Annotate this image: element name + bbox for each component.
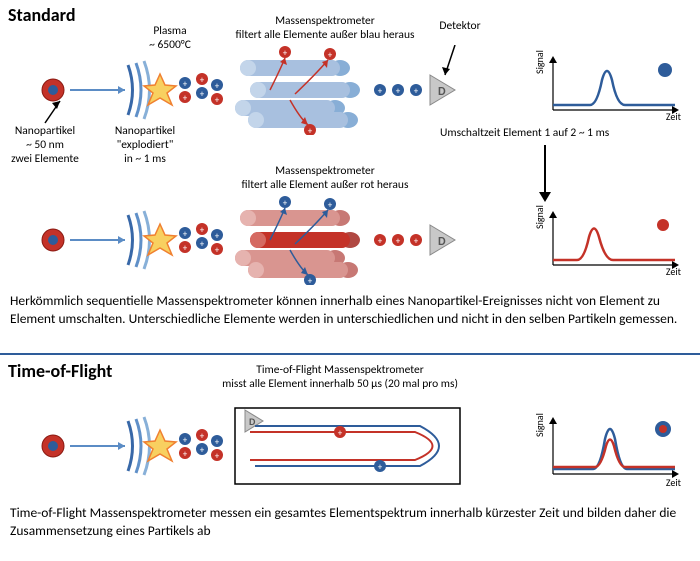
standard-caption: Herkömmlich sequentielle Massenspektrome…	[10, 292, 690, 327]
svg-text:+: +	[328, 200, 333, 211]
chart-red: Signal Zeit	[535, 205, 685, 280]
svg-text:+: +	[378, 236, 383, 247]
detector-label: Detektor	[430, 20, 490, 34]
chart-blue: Signal Zeit	[535, 50, 685, 125]
chart-tof: Signal Zeit	[535, 411, 685, 491]
divider	[0, 353, 700, 355]
filter-red-label: Massenspektrometer filtert alle Element …	[220, 165, 430, 193]
svg-text:+: +	[215, 231, 220, 242]
svg-text:+: +	[200, 89, 205, 100]
standard-row-blue: + + + + + + + + + + + + D	[20, 45, 550, 135]
svg-text:+: +	[215, 437, 220, 448]
filter-blue-label: Massenspektrometer filtert alle Elemente…	[215, 15, 435, 43]
svg-text:+: +	[338, 428, 343, 439]
svg-text:+: +	[183, 79, 188, 90]
svg-text:+: +	[183, 449, 188, 460]
svg-text:+: +	[215, 245, 220, 256]
svg-text:+: +	[200, 445, 205, 456]
standard-panel: Standard Plasma ~ 6500°C Massenspektrome…	[0, 0, 700, 350]
svg-text:+: +	[328, 50, 333, 61]
svg-text:+: +	[183, 93, 188, 104]
axis-x: Zeit	[666, 476, 681, 489]
svg-text:+: +	[378, 462, 383, 473]
axis-y: Signal	[533, 50, 546, 74]
svg-text:+: +	[215, 81, 220, 92]
svg-text:+: +	[414, 86, 419, 97]
tof-title: Time-of-Flight	[8, 360, 112, 382]
svg-text:+: +	[215, 451, 220, 462]
svg-text:D: D	[438, 235, 446, 249]
svg-text:+: +	[183, 229, 188, 240]
svg-text:+: +	[200, 225, 205, 236]
svg-text:+: +	[183, 435, 188, 446]
axis-y: Signal	[533, 205, 546, 229]
axis-x: Zeit	[666, 265, 681, 278]
axis-x: Zeit	[666, 110, 681, 123]
standard-row-red: + + + + + + + + + + + + D	[20, 195, 550, 285]
svg-text:+: +	[308, 276, 313, 285]
svg-text:+: +	[200, 431, 205, 442]
svg-text:+: +	[396, 236, 401, 247]
svg-text:+: +	[283, 48, 288, 59]
tof-panel: Time-of-Flight Time-of-Flight Massenspek…	[0, 356, 700, 561]
svg-text:+: +	[283, 198, 288, 209]
tof-row: + + + + + + D + +	[20, 396, 550, 496]
standard-title: Standard	[8, 4, 76, 26]
svg-text:+: +	[200, 239, 205, 250]
svg-text:+: +	[308, 126, 313, 135]
svg-text:+: +	[215, 95, 220, 106]
svg-text:D: D	[438, 85, 446, 99]
svg-text:+: +	[200, 75, 205, 86]
svg-text:+: +	[414, 236, 419, 247]
svg-text:D: D	[249, 415, 256, 428]
tof-caption: Time-of-Flight Massenspektrometer messen…	[10, 504, 690, 539]
svg-text:+: +	[183, 243, 188, 254]
svg-text:+: +	[396, 86, 401, 97]
tof-filter-label: Time-of-Flight Massenspektrometer misst …	[200, 364, 480, 392]
svg-text:+: +	[378, 86, 383, 97]
axis-y: Signal	[533, 413, 546, 437]
